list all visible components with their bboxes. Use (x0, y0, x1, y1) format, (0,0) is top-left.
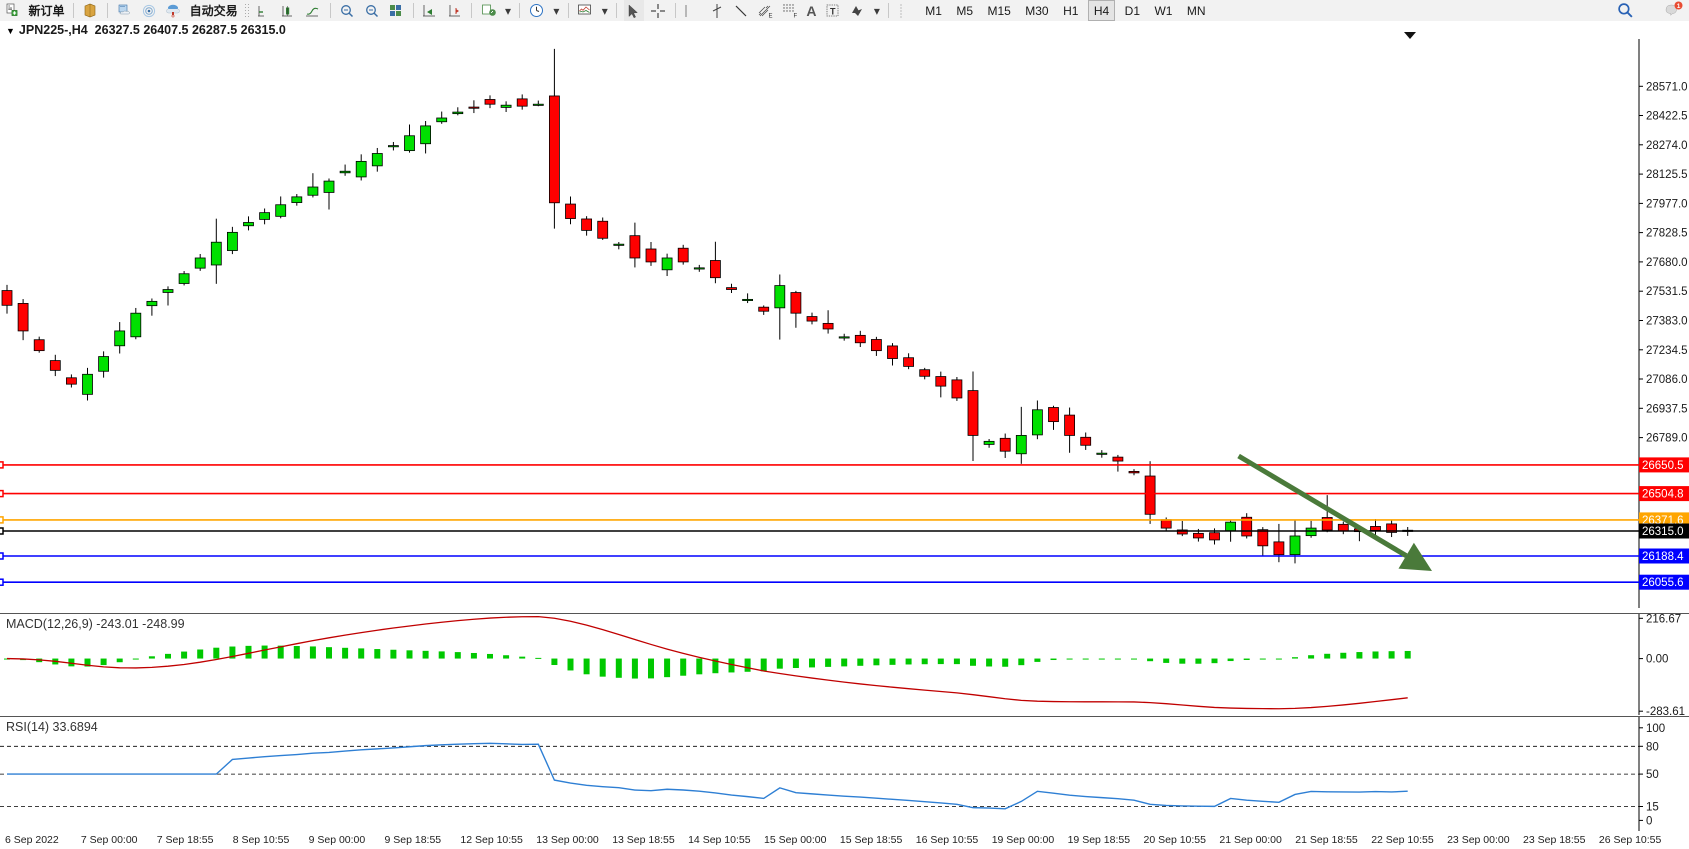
svg-text:27977.0: 27977.0 (1646, 198, 1688, 210)
svg-text:28274.0: 28274.0 (1646, 140, 1688, 152)
svg-text:E: E (769, 13, 773, 19)
svg-text:26188.4: 26188.4 (1642, 551, 1684, 563)
svg-text:26315.0: 26315.0 (1642, 526, 1684, 538)
svg-text:28571.0: 28571.0 (1646, 81, 1688, 93)
svg-text:26504.8: 26504.8 (1642, 489, 1684, 501)
svg-text:MACD(12,26,9) -243.01 -248.99: MACD(12,26,9) -243.01 -248.99 (6, 617, 185, 631)
svg-text:100: 100 (1646, 723, 1665, 735)
svg-text:26650.5: 26650.5 (1642, 460, 1684, 472)
svg-text:RSI(14) 33.6894: RSI(14) 33.6894 (6, 720, 98, 734)
svg-text:0: 0 (1646, 815, 1652, 827)
svg-text:28125.5: 28125.5 (1646, 169, 1688, 181)
svg-text:216.67: 216.67 (1646, 614, 1681, 625)
svg-text:F: F (793, 13, 797, 19)
svg-text:27680.0: 27680.0 (1646, 257, 1688, 269)
svg-text:27383.0: 27383.0 (1646, 316, 1688, 328)
svg-text:26789.0: 26789.0 (1646, 433, 1688, 445)
svg-text:0.00: 0.00 (1646, 654, 1668, 666)
svg-text:15: 15 (1646, 802, 1659, 814)
svg-text:26055.6: 26055.6 (1642, 577, 1684, 589)
svg-text:28422.5: 28422.5 (1646, 111, 1688, 123)
svg-text:27086.0: 27086.0 (1646, 374, 1688, 386)
svg-text:50: 50 (1646, 769, 1659, 781)
svg-text:-283.61: -283.61 (1646, 706, 1685, 715)
svg-text:1: 1 (1677, 3, 1681, 10)
svg-text:80: 80 (1646, 741, 1659, 753)
svg-text:26937.5: 26937.5 (1646, 403, 1688, 415)
svg-text:27828.5: 27828.5 (1646, 228, 1688, 240)
svg-text:27531.5: 27531.5 (1646, 286, 1688, 298)
svg-text:T: T (830, 6, 836, 16)
svg-text:27234.5: 27234.5 (1646, 345, 1688, 357)
